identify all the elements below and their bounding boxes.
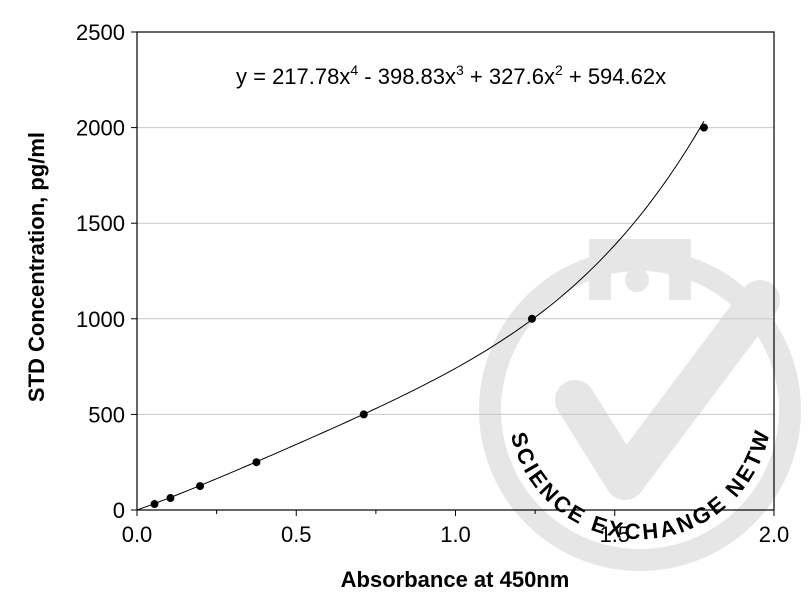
- data-point: [252, 458, 261, 467]
- y-tick-label: 1500: [76, 211, 125, 236]
- x-tick-label: 2.0: [759, 522, 790, 547]
- equation-part: y = 217.78x: [236, 64, 350, 89]
- equation-exponent: 2: [555, 62, 563, 78]
- x-axis-tick-labels: 0.0 0.5 1.0 1.5 2.0: [122, 522, 790, 547]
- y-tick-label: 500: [88, 402, 125, 427]
- y-tick-label: 2500: [76, 20, 125, 45]
- gridlines: [137, 127, 774, 415]
- data-point: [359, 410, 368, 419]
- axis-ticks: [131, 31, 775, 516]
- data-point: [166, 494, 175, 503]
- x-axis-title: Absorbance at 450nm: [341, 567, 570, 592]
- equation-part: + 594.62x: [563, 64, 666, 89]
- fit-equation: y = 217.78x4 - 398.83x3 + 327.6x2 + 594.…: [236, 62, 666, 89]
- y-tick-label: 2000: [76, 116, 125, 141]
- equation-exponent: 3: [456, 62, 464, 78]
- equation-part: - 398.83x: [358, 64, 456, 89]
- data-point: [196, 482, 205, 491]
- y-tick-label: 0: [113, 498, 125, 523]
- x-tick-label: 0.0: [122, 522, 153, 547]
- y-axis-tick-labels: 0 500 1000 1500 2000 2500: [76, 20, 125, 523]
- equation-part: + 327.6x: [464, 64, 555, 89]
- equation-exponent: 4: [350, 62, 358, 78]
- data-points: [150, 123, 708, 509]
- data-point: [699, 123, 708, 132]
- data-point: [527, 314, 536, 323]
- x-tick-label: 1.0: [440, 522, 471, 547]
- x-tick-label: 0.5: [281, 522, 312, 547]
- x-tick-label: 1.5: [599, 522, 630, 547]
- y-axis-title: STD Concentration, pg/ml: [24, 132, 49, 402]
- y-tick-label: 1000: [76, 307, 125, 332]
- data-point: [150, 500, 159, 509]
- polynomial-fit-line: [136, 120, 705, 511]
